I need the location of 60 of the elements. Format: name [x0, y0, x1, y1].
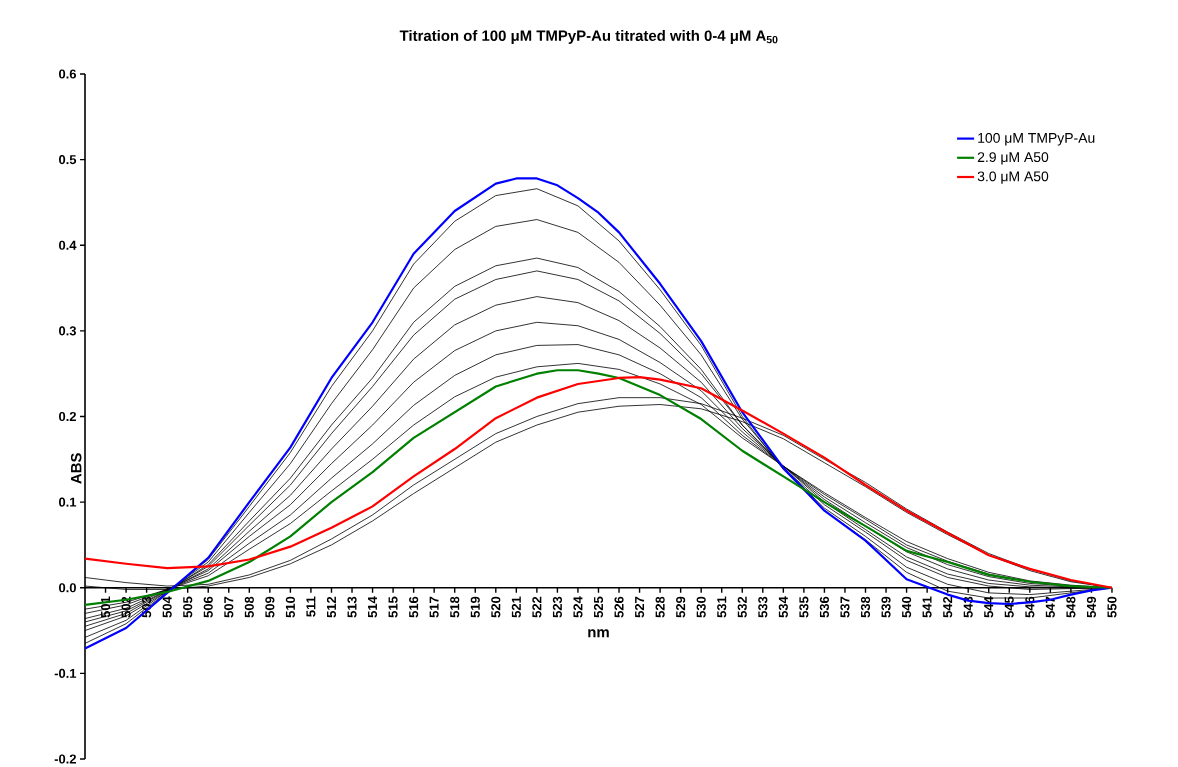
x-tick-label: 506	[203, 596, 213, 618]
x-tick-label: 537	[840, 596, 850, 618]
chart-title: Titration of 100 μM TMPyP-Au titrated with 0-4 μM A$_{50}$	[399, 30, 778, 44]
x-tick-label: 507	[224, 596, 234, 618]
x-tick-label: 522	[532, 596, 542, 618]
x-tick-label: 518	[450, 596, 460, 618]
x-tick-label: 505	[183, 596, 193, 618]
x-tick-label: 533	[758, 596, 768, 618]
x-tick-label: 514	[368, 596, 378, 618]
x-tick-label: 536	[819, 596, 830, 618]
y-tick-label: -0.2	[54, 754, 76, 764]
x-tick-label: 542	[943, 596, 953, 618]
x-tick-label: 528	[655, 596, 665, 618]
x-tick-label: 525	[593, 596, 604, 618]
x-tick-label: 535	[799, 596, 809, 618]
x-tick-label: 548	[1066, 596, 1076, 618]
x-tick-label: 501	[100, 596, 111, 618]
y-tick-label: 0.3	[59, 326, 77, 336]
x-tick-label: 541	[922, 596, 932, 618]
x-tick-label: 538	[860, 596, 871, 618]
x-tick-label: 549	[1086, 596, 1097, 618]
legend-label: 100 μM TMPyP-Au	[978, 133, 1095, 146]
x-axis-title: nm	[588, 629, 609, 638]
x-tick-label: 524	[573, 596, 583, 618]
x-tick-label: 513	[347, 596, 357, 618]
x-tick-label: 529	[676, 596, 686, 618]
y-tick-label: 0.0	[59, 583, 76, 593]
x-tick-label: 531	[717, 596, 727, 618]
x-tick-label: 510	[285, 596, 295, 618]
x-tick-label: 530	[696, 596, 706, 618]
x-tick-label: 540	[901, 596, 912, 618]
y-tick-label: 0.5	[59, 155, 77, 165]
x-tick-label: 515	[388, 596, 398, 618]
x-tick-label: 526	[614, 596, 624, 618]
y-tick-label: -0.1	[54, 668, 77, 678]
x-tick-label: 520	[491, 596, 501, 618]
x-tick-label: 539	[881, 596, 891, 618]
x-tick-label: 544	[984, 596, 994, 618]
x-tick-label: 527	[634, 596, 645, 618]
y-tick-label: 0.2	[59, 411, 76, 422]
x-tick-label: 517	[429, 596, 439, 618]
y-tick-label: 0.1	[59, 497, 77, 507]
y-tick-label: 0.4	[59, 240, 77, 250]
x-tick-label: 521	[511, 596, 521, 618]
y-axis-title: ABS	[70, 453, 82, 484]
x-tick-label: 508	[244, 596, 254, 618]
x-tick-label: 545	[1004, 596, 1014, 618]
x-tick-label: 550	[1107, 596, 1117, 618]
x-tick-label: 512	[326, 596, 337, 618]
legend-label: 3.0 μM A50	[977, 171, 1049, 184]
x-tick-label: 534	[778, 596, 788, 618]
legend-label: 2.9 μM A50	[977, 152, 1049, 165]
x-tick-label: 523	[552, 596, 562, 618]
x-tick-label: 532	[737, 596, 747, 618]
x-tick-label: 519	[470, 596, 480, 618]
x-tick-label: 504	[162, 596, 172, 618]
x-tick-label: 509	[265, 596, 275, 618]
x-tick-label: 516	[409, 596, 419, 618]
x-tick-label: 511	[306, 596, 316, 617]
y-tick-label: 0.6	[59, 69, 77, 79]
